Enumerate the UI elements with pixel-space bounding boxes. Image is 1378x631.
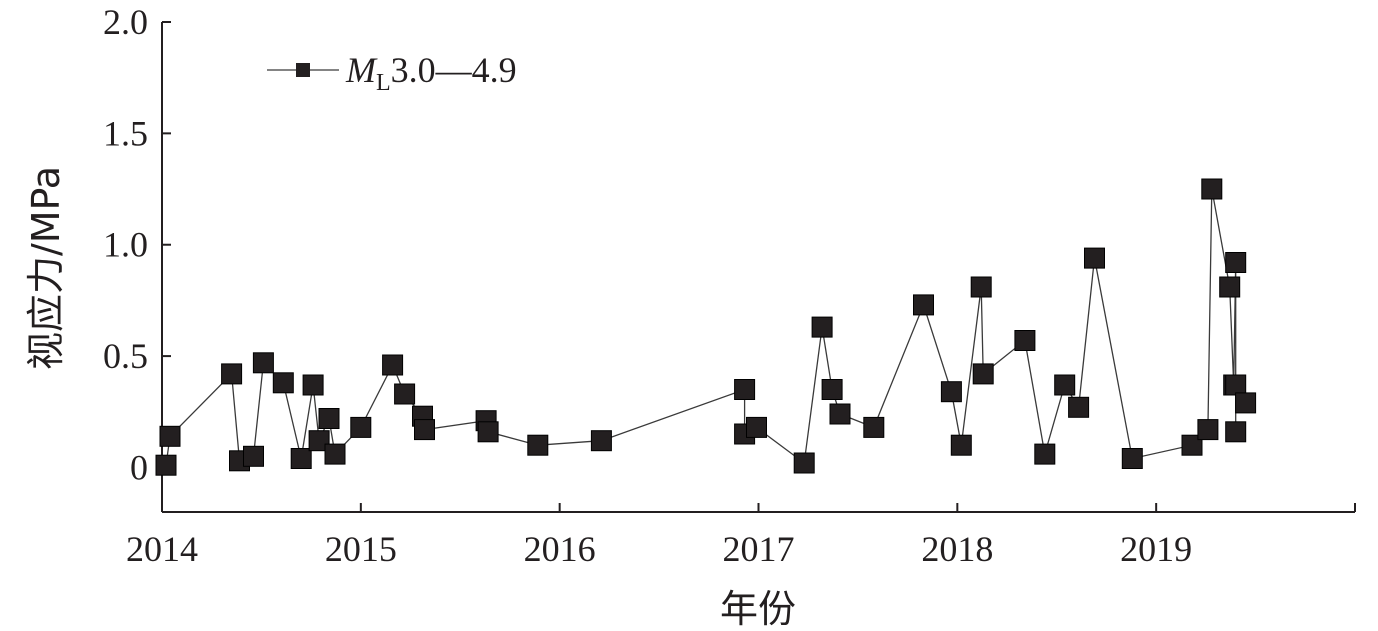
data-point (394, 383, 416, 405)
data-point (1084, 247, 1105, 269)
data-point (272, 372, 294, 394)
y-tick-label: 1.0 (103, 225, 148, 265)
data-point (1225, 421, 1247, 443)
data-point (1225, 374, 1247, 396)
data-point (863, 416, 885, 438)
data-point (382, 354, 404, 376)
data-point (972, 363, 994, 385)
data-point (1014, 330, 1036, 351)
data-point (811, 316, 833, 338)
axes: 0 0.5 1.0 1.5 2.0 2014 2015 2016 2017 2018 2019 (103, 2, 1356, 569)
data-point (1181, 434, 1203, 456)
legend: ML3.0—4.9 (267, 50, 517, 96)
data-point (1201, 178, 1223, 200)
data-layer (155, 178, 1257, 476)
data-point (970, 276, 992, 298)
data-point (477, 421, 499, 443)
data-point (829, 403, 851, 425)
data-point (324, 443, 346, 465)
data-point (159, 425, 181, 447)
x-tick-label: 2017 (723, 529, 795, 569)
legend-label: ML3.0—4.9 (345, 50, 517, 96)
x-tick-label: 2019 (1120, 529, 1192, 569)
data-point (318, 408, 340, 429)
data-point (527, 434, 549, 456)
y-tick-label: 0.5 (103, 336, 148, 376)
y-axis-title: 视应力/MPa (24, 166, 68, 370)
data-point (1034, 443, 1056, 465)
data-point (734, 379, 756, 400)
data-point (221, 363, 243, 385)
x-tick-label: 2014 (126, 529, 198, 569)
x-tick-label: 2016 (524, 529, 596, 569)
data-point (252, 352, 274, 374)
x-tick-label: 2015 (325, 529, 397, 569)
x-tick-label: 2018 (921, 529, 993, 569)
data-point (350, 416, 372, 438)
y-tick-label: 0 (130, 447, 148, 487)
legend-marker (296, 63, 310, 77)
data-point (1121, 448, 1143, 469)
data-point (1197, 419, 1219, 441)
y-tick-label: 1.5 (103, 113, 148, 153)
data-point (821, 379, 843, 400)
data-point (793, 452, 815, 474)
data-point (290, 448, 312, 469)
data-point (155, 454, 177, 476)
data-point (1225, 252, 1247, 273)
data-point (590, 430, 612, 452)
data-point (1219, 276, 1241, 298)
data-point (1235, 392, 1257, 414)
data-point (1054, 374, 1076, 396)
data-point (1068, 396, 1090, 418)
data-point (913, 294, 934, 316)
data-point (414, 419, 435, 441)
data-point (302, 374, 324, 396)
data-point (940, 381, 962, 403)
data-point (243, 445, 264, 467)
y-tick-label: 2.0 (103, 2, 148, 42)
x-axis-title: 年份 (720, 587, 796, 631)
data-point (950, 434, 972, 456)
data-point (308, 430, 330, 452)
data-point (746, 416, 767, 438)
